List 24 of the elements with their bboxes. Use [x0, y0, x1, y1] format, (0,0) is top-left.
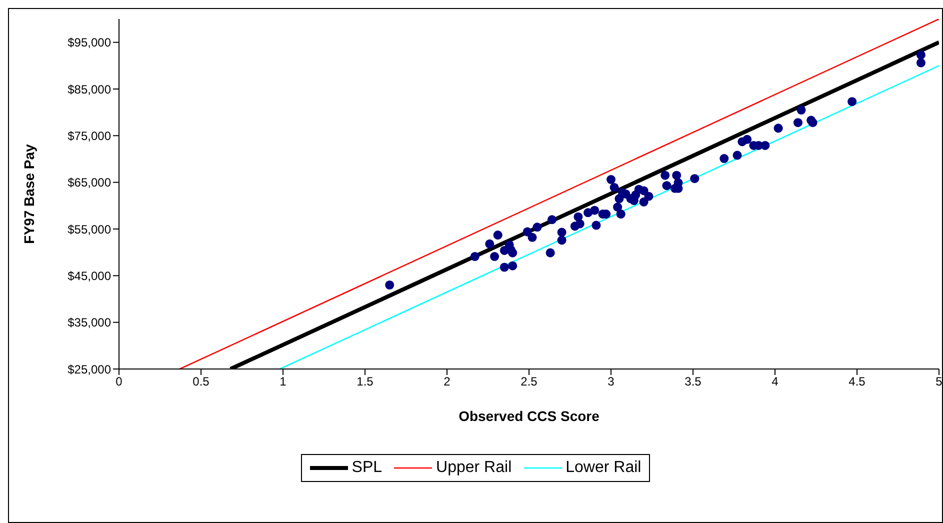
x-tick-label: 3 [608, 374, 615, 389]
x-axis-title: Observed CCS Score [458, 408, 600, 424]
y-tick-label: $25,000 [68, 362, 112, 376]
legend-label: Lower Rail [566, 459, 642, 477]
y-tick-label: $55,000 [68, 222, 112, 236]
y-tick-label: $65,000 [68, 176, 112, 190]
legend-label: Upper Rail [436, 459, 512, 477]
x-tick-label: 5 [936, 374, 943, 389]
x-tick-label: 0 [116, 374, 123, 389]
y-tick-label: $35,000 [68, 316, 112, 330]
y-tick-label: $45,000 [68, 268, 112, 283]
x-tick-label: 4.5 [848, 374, 866, 389]
y-tick-label: $85,000 [68, 82, 112, 96]
x-tick-label: 3.5 [684, 374, 702, 389]
x-tick-label: 0.5 [192, 374, 210, 389]
x-tick-label: 1 [280, 374, 287, 389]
x-tick-label: 2 [444, 374, 451, 389]
x-tick-label: 4 [772, 374, 779, 389]
y-tick-label: $75,000 [68, 128, 112, 143]
y-tick-label: $95,000 [68, 36, 112, 50]
legend-label: SPL [352, 459, 382, 477]
x-tick-label: 2.5 [520, 374, 538, 389]
x-tick-label: 1.5 [356, 374, 374, 389]
y-axis-title: FY97 Base Pay [20, 144, 37, 244]
